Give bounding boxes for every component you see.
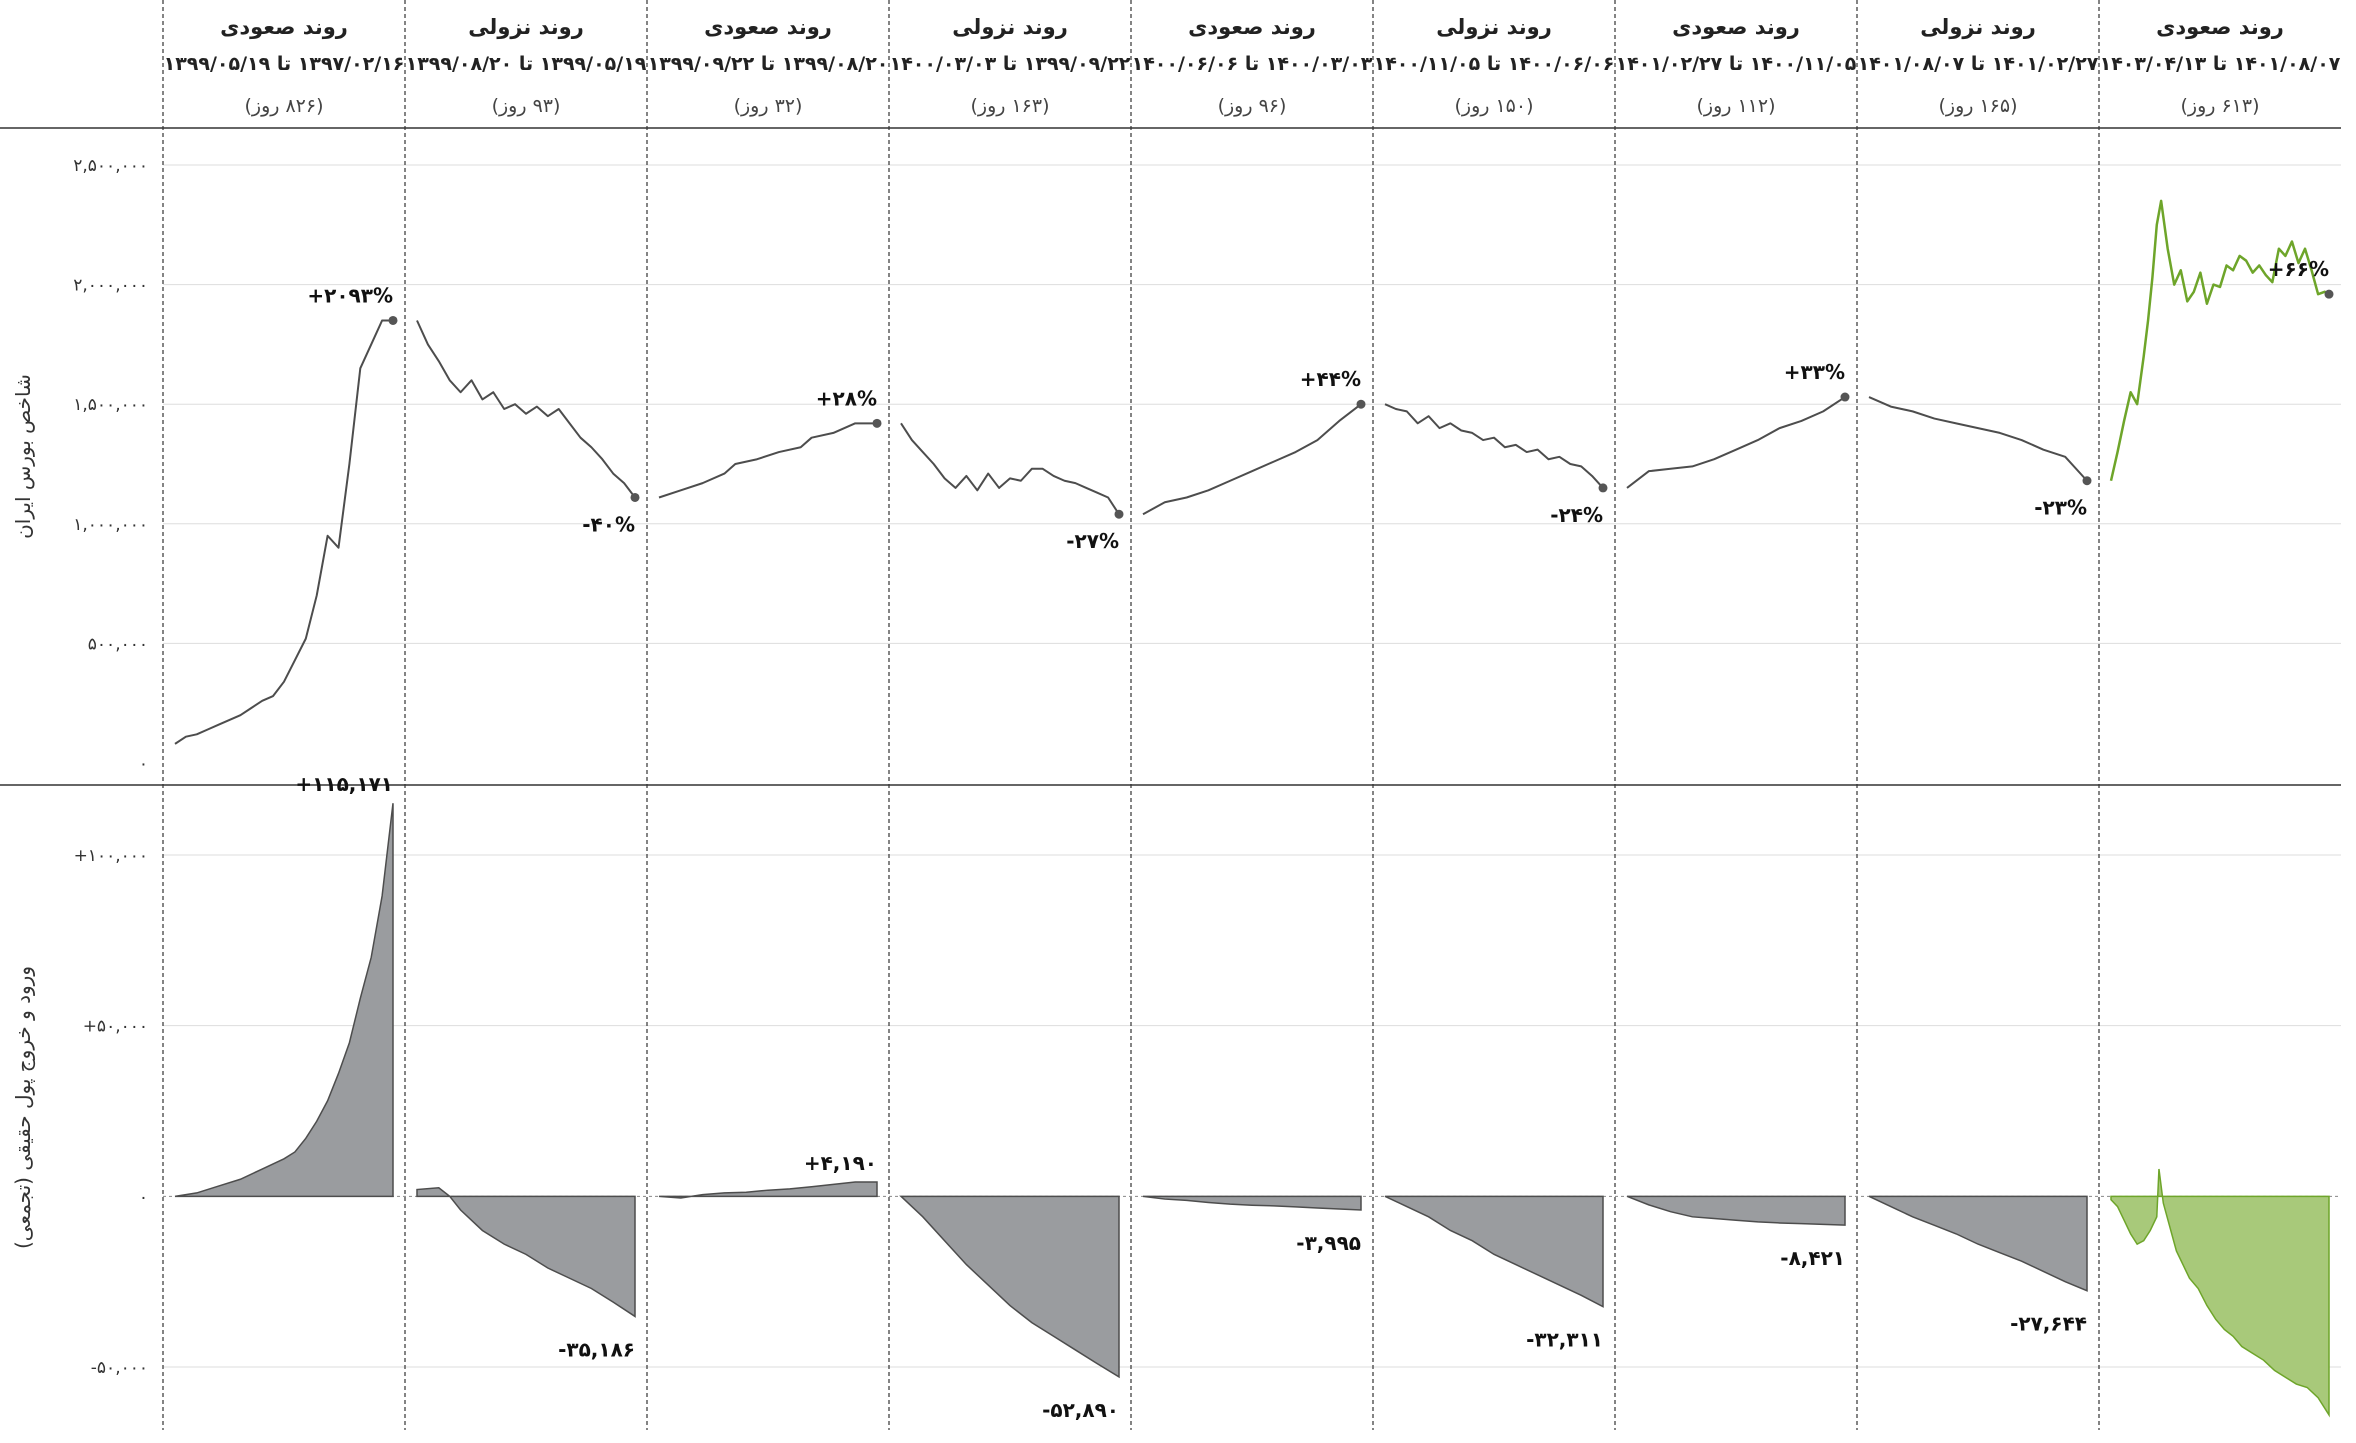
flow-area <box>174 803 394 1198</box>
phase-title: روند نزولی <box>1436 15 1552 39</box>
phase-column-7: روند صعودی ۱۴۰۰/۱۱/۰۵ تا ۱۴۰۱/۰۲/۲۷ (۱۱۲ ر… <box>1616 15 1857 1270</box>
index-end-marker <box>1840 392 1850 402</box>
phase-days: (۱۵۰ روز) <box>1454 95 1533 117</box>
bottom-y-tick-label: +۱۰۰,۰۰۰ <box>74 846 148 866</box>
phase-column-6: روند نزولی ۱۴۰۰/۰۶/۰۶ تا ۱۴۰۰/۱۱/۰۵ (۱۵۰ ر… <box>1374 15 1615 1352</box>
phase-title: روند صعودی <box>220 15 348 39</box>
phase-title: روند نزولی <box>468 15 584 39</box>
phase-days: (۹۳ روز) <box>492 95 561 117</box>
phase-title: روند صعودی <box>1672 15 1800 39</box>
top-y-tick-label: ۰ <box>139 754 148 774</box>
phase-dates: ۱۴۰۰/۰۶/۰۶ تا ۱۴۰۰/۱۱/۰۵ <box>1374 53 1615 75</box>
top-y-tick-label: ۲,۰۰۰,۰۰۰ <box>73 276 148 296</box>
index-end-marker <box>1356 399 1366 409</box>
phase-title: روند نزولی <box>1920 15 2036 39</box>
phase-dates: ۱۳۹۹/۰۸/۲۰ تا ۱۳۹۹/۰۹/۲۲ <box>648 53 889 75</box>
flow-area <box>1142 1195 1362 1211</box>
phase-days: (۱۶۳ روز) <box>970 95 1049 117</box>
index-end-marker <box>2324 289 2334 299</box>
phase-days: (۶۱۳ روز) <box>2180 95 2259 117</box>
index-change-label: +۶۶% <box>2268 257 2329 281</box>
flow-area <box>658 1181 878 1199</box>
phase-dates: ۱۳۹۹/۰۹/۲۲ تا ۱۴۰۰/۰۳/۰۳ <box>890 53 1131 75</box>
phase-dates: ۱۳۹۷/۰۲/۱۶ تا ۱۳۹۹/۰۵/۱۹ <box>164 53 405 75</box>
index-end-marker <box>872 418 882 428</box>
index-end-marker <box>1598 483 1608 493</box>
phase-title: روند صعودی <box>1188 15 1316 39</box>
bottom-y-tick-label: ۰ <box>139 1187 148 1207</box>
flow-area <box>2110 1168 2330 1418</box>
flow-value-label: -۳۵,۱۸۶ <box>558 1337 635 1361</box>
phase-title: روند صعودی <box>704 15 832 39</box>
phase-days: (۳۲ روز) <box>734 95 803 117</box>
index-line <box>658 422 877 499</box>
index-change-label: -۲۴% <box>1550 503 1603 527</box>
flow-area <box>899 1195 1120 1379</box>
index-line <box>2109 199 2330 482</box>
phase-dates: ۱۴۰۱/۰۸/۰۷ تا ۱۴۰۳/۰۴/۱۳ <box>2100 53 2341 75</box>
flow-value-label: +۴,۱۹۰ <box>804 1151 877 1175</box>
index-line <box>1384 403 1604 489</box>
index-change-label: -۲۳% <box>2034 496 2087 520</box>
phase-dates: ۱۴۰۰/۱۱/۰۵ تا ۱۴۰۱/۰۲/۲۷ <box>1616 53 1857 75</box>
top-y-tick-label: ۱,۵۰۰,۰۰۰ <box>73 395 148 415</box>
flow-area <box>1384 1195 1604 1308</box>
index-change-label: +۴۴% <box>1300 367 1361 391</box>
flow-value-label: -۸,۴۲۱ <box>1780 1246 1845 1270</box>
phase-column-8: روند نزولی ۱۴۰۱/۰۲/۲۷ تا ۱۴۰۱/۰۸/۰۷ (۱۶۵ ر… <box>1858 15 2099 1336</box>
phase-days: (۸۲۶ روز) <box>244 95 323 117</box>
flow-value-label: -۳,۹۹۵ <box>1296 1231 1361 1255</box>
top-y-tick-label: ۵۰۰,۰۰۰ <box>88 634 148 654</box>
index-line <box>900 422 1120 515</box>
phase-column-9: روند صعودی ۱۴۰۱/۰۸/۰۷ تا ۱۴۰۳/۰۴/۱۳ (۶۱۳ ر… <box>2100 15 2341 1443</box>
phase-column-4: روند نزولی ۱۳۹۹/۰۹/۲۲ تا ۱۴۰۰/۰۳/۰۳ (۱۶۳ ر… <box>890 15 1131 1422</box>
phase-column-3: روند صعودی ۱۳۹۹/۰۸/۲۰ تا ۱۳۹۹/۰۹/۲۲ (۳۲ رو… <box>648 15 889 1199</box>
flow-value-label: +۱۱۵,۱۷۱ <box>295 772 393 796</box>
flow-area <box>1868 1195 2088 1292</box>
flow-value-label: -۳۲,۳۱۱ <box>1526 1328 1603 1352</box>
index-change-label: -۲۷% <box>1066 529 1119 553</box>
index-end-marker <box>2082 476 2092 486</box>
flow-value-label: -۲۷,۶۴۴ <box>2010 1312 2087 1336</box>
index-change-label: +۲۸% <box>816 386 877 410</box>
index-line <box>1868 396 2088 482</box>
phase-days: (۱۱۲ روز) <box>1696 95 1775 117</box>
phase-days: (۱۶۵ روز) <box>1938 95 2017 117</box>
phase-dates: ۱۳۹۹/۰۵/۱۹ تا ۱۳۹۹/۰۸/۲۰ <box>406 53 647 75</box>
index-change-label: +۳۳% <box>1784 360 1845 384</box>
flow-area <box>1626 1195 1846 1226</box>
phase-dates: ۱۴۰۱/۰۲/۲۷ تا ۱۴۰۱/۰۸/۰۷ <box>1858 53 2099 75</box>
bottom-y-tick-label: +۵۰,۰۰۰ <box>83 1017 148 1037</box>
top-y-tick-label: ۱,۰۰۰,۰۰۰ <box>73 515 148 535</box>
index-line <box>416 320 636 499</box>
phase-days: (۹۶ روز) <box>1218 95 1287 117</box>
index-change-label: +۲۰۹۳% <box>307 283 393 307</box>
phase-title: روند نزولی <box>952 15 1068 39</box>
index-line <box>174 319 393 745</box>
phase-dates: ۱۴۰۰/۰۳/۰۳ تا ۱۴۰۰/۰۶/۰۶ <box>1132 53 1373 75</box>
index-change-label: -۴۰% <box>582 512 635 536</box>
index-end-marker <box>388 315 398 325</box>
index-line <box>1626 396 1846 489</box>
phase-column-1: روند صعودی ۱۳۹۷/۰۲/۱۶ تا ۱۳۹۹/۰۵/۱۹ (۸۲۶ ر… <box>164 15 405 1198</box>
index-end-marker <box>630 492 640 502</box>
index-line <box>1142 403 1362 516</box>
top-axis-title: شاخص بورس ایران <box>11 374 35 539</box>
flow-value-label: -۵۲,۸۹۰ <box>1042 1398 1119 1422</box>
flow-area <box>416 1187 636 1318</box>
phase-column-5: روند صعودی ۱۴۰۰/۰۳/۰۳ تا ۱۴۰۰/۰۶/۰۶ (۹۶ رو… <box>1132 15 1373 1255</box>
bottom-axis-title: ورود و خروج پول حقیقی (تجمعی) <box>11 966 36 1249</box>
phase-title: روند صعودی <box>2156 15 2284 39</box>
top-y-tick-label: ۲,۵۰۰,۰۰۰ <box>73 156 148 176</box>
bottom-y-tick-label: -۵۰,۰۰۰ <box>91 1358 148 1378</box>
index-end-marker <box>1114 509 1124 519</box>
phase-column-2: روند نزولی ۱۳۹۹/۰۵/۱۹ تا ۱۳۹۹/۰۸/۲۰ (۹۳ رو… <box>406 15 647 1361</box>
